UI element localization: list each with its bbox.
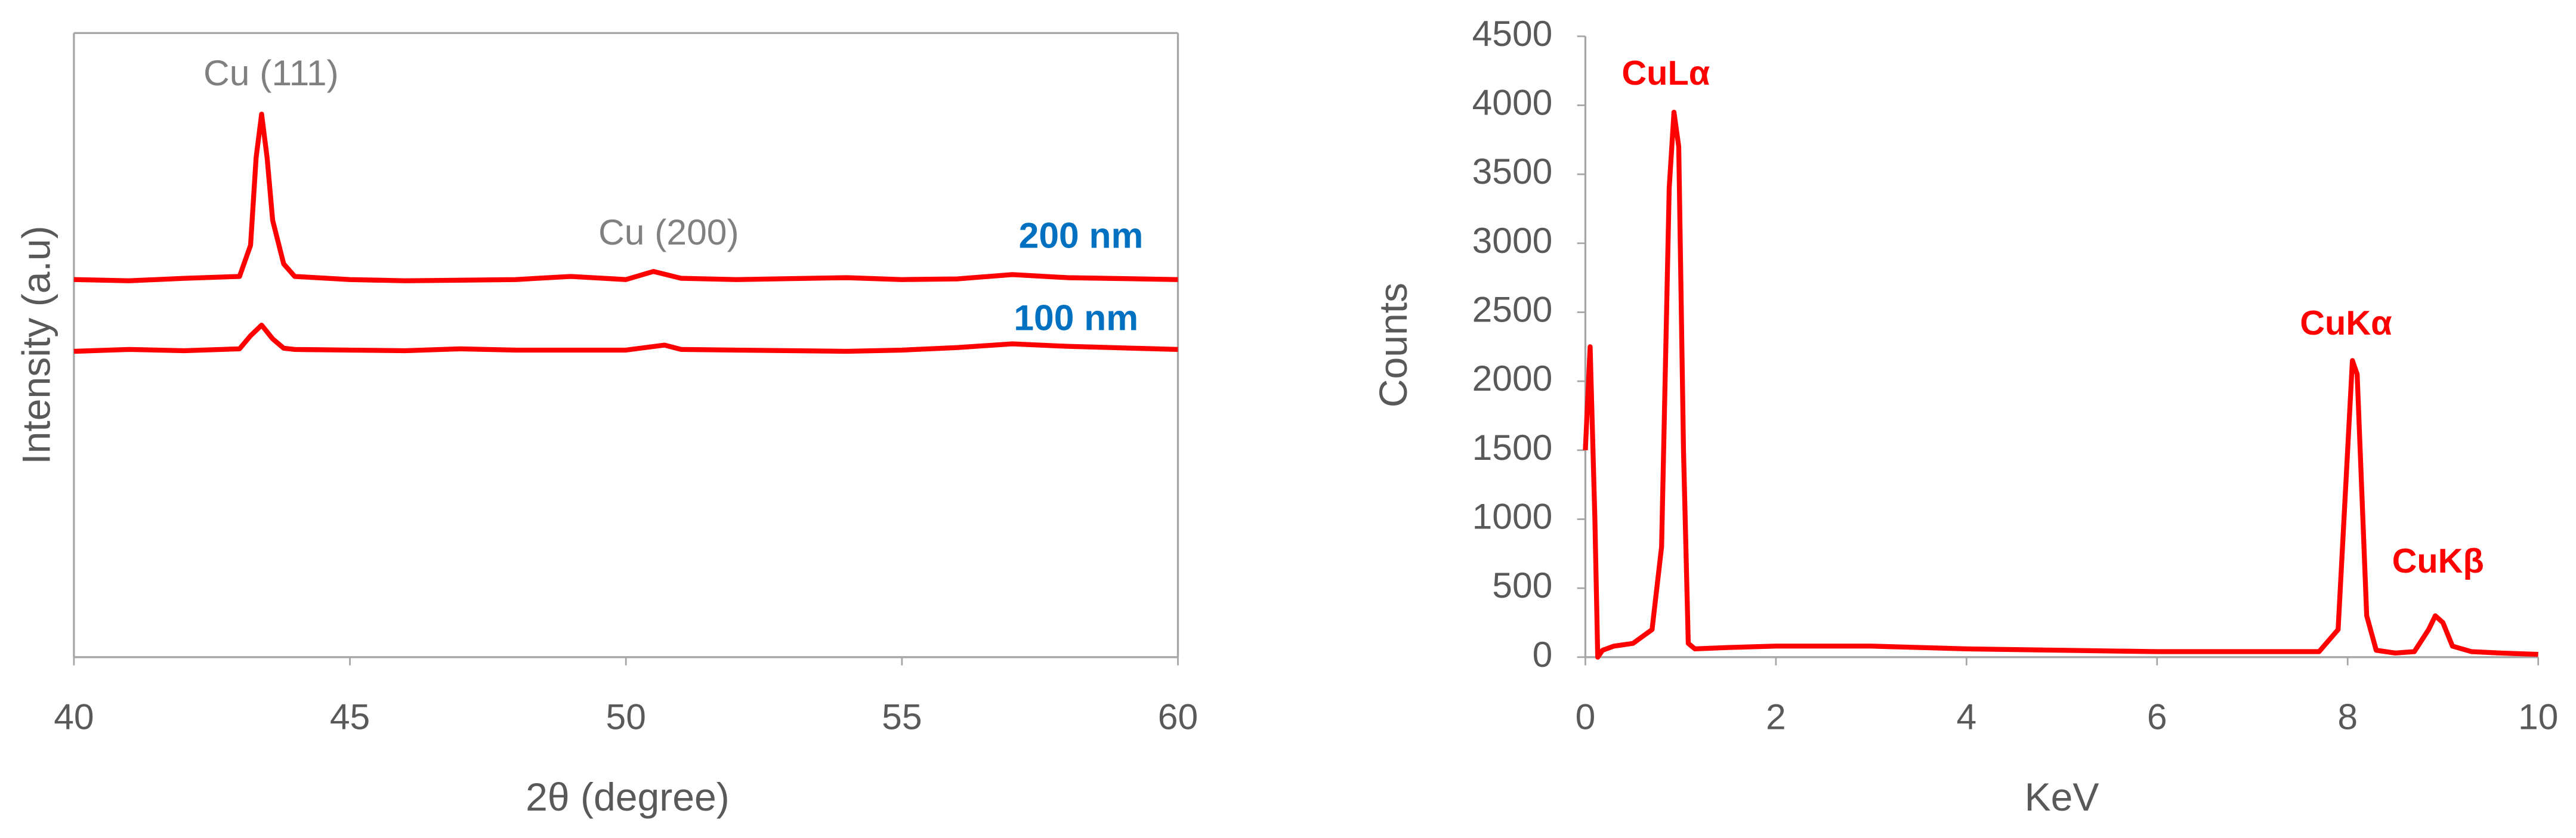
y-tick-label: 4500 <box>1472 13 1553 54</box>
x-tick-label: 45 <box>330 696 370 737</box>
annotation: CuKβ <box>2392 542 2484 580</box>
x-tick-label: 6 <box>2147 696 2167 737</box>
x-axis-title: 2θ (degree) <box>526 775 730 820</box>
x-tick-label: 50 <box>606 696 646 737</box>
y-tick-label: 4000 <box>1472 82 1553 123</box>
x-tick-label: 2 <box>1766 696 1786 737</box>
annotation: CuKα <box>2300 304 2392 342</box>
y-tick-label: 500 <box>1492 565 1552 605</box>
series-label: 100 nm <box>1014 297 1138 338</box>
y-tick-label: 3000 <box>1472 220 1553 261</box>
y-axis-title: Counts <box>1372 283 1416 407</box>
x-tick-label: 60 <box>1158 696 1198 737</box>
x-axis-title: KeV <box>2025 775 2099 820</box>
y-tick-label: 0 <box>1533 634 1553 675</box>
y-tick-label: 2500 <box>1472 289 1553 330</box>
y-tick-label: 2000 <box>1472 358 1553 398</box>
y-axis-title: Intensity (a.u) <box>15 225 59 464</box>
annotation: Cu (111) <box>203 52 339 93</box>
data-line <box>73 322 1178 354</box>
x-tick-label: 40 <box>54 696 94 737</box>
x-tick-label: 10 <box>2518 696 2558 737</box>
x-tick-label: 55 <box>882 696 922 737</box>
annotation: Cu (200) <box>598 212 739 252</box>
x-tick-label: 4 <box>1956 696 1976 737</box>
y-tick-label: 1500 <box>1472 427 1553 468</box>
x-tick-label: 0 <box>1576 696 1596 737</box>
series-label: 200 nm <box>1019 215 1144 256</box>
data-line <box>1583 109 2538 660</box>
y-tick-label: 1000 <box>1472 496 1553 536</box>
y-tick-label: 3500 <box>1472 151 1553 191</box>
x-tick-label: 8 <box>2337 696 2358 737</box>
data-line <box>73 112 1178 283</box>
annotation: CuLα <box>1621 54 1710 92</box>
